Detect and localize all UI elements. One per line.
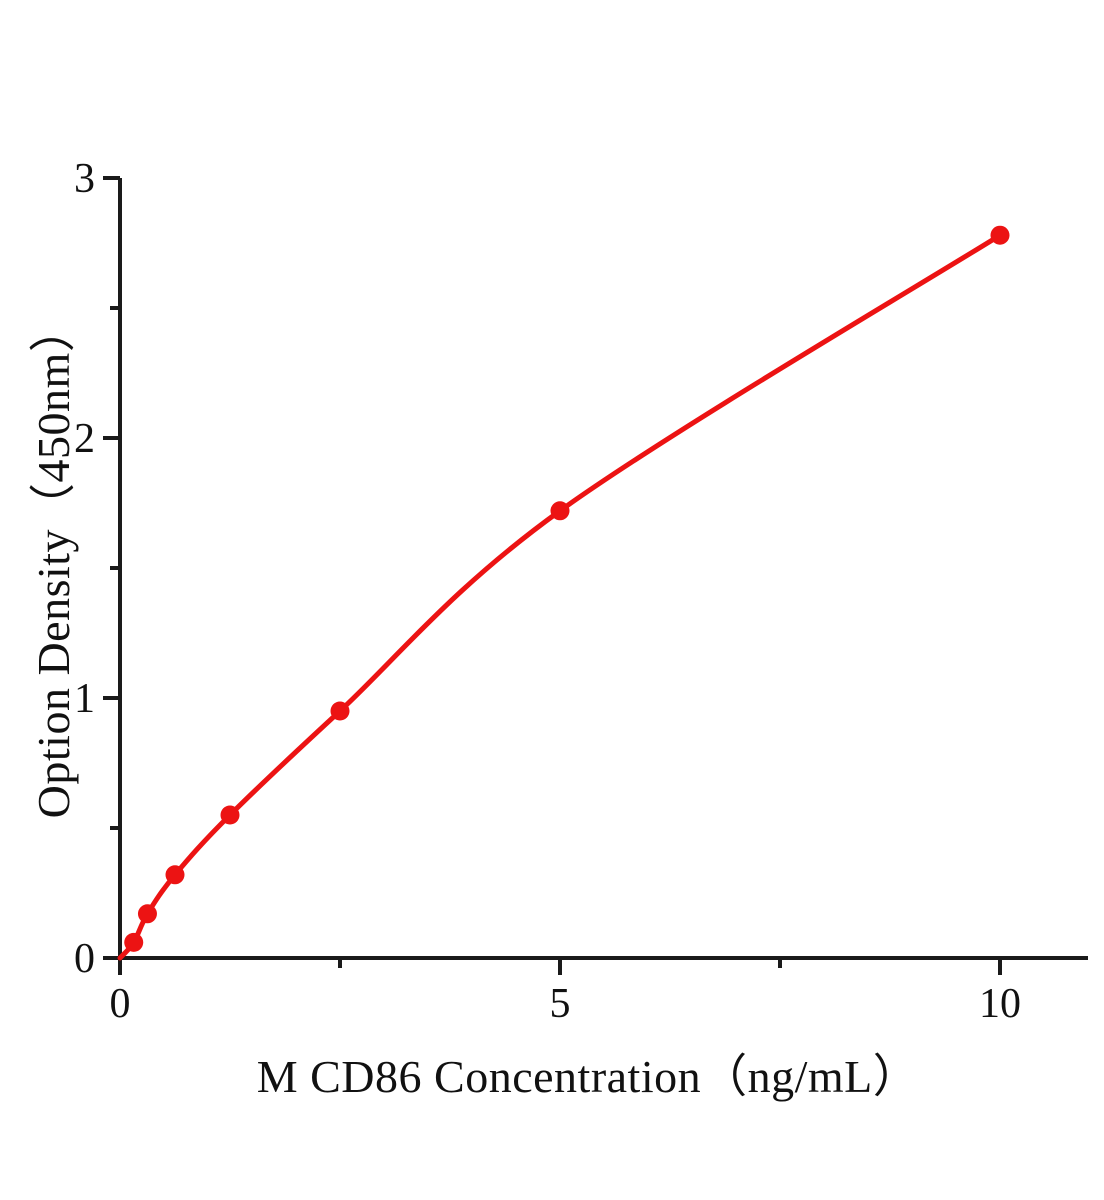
y-tick-label: 2 — [74, 416, 95, 462]
data-point — [220, 805, 240, 825]
data-point — [330, 701, 350, 721]
data-point — [165, 865, 185, 885]
data-point — [137, 904, 157, 924]
data-point — [990, 225, 1010, 245]
x-tick-label: 10 — [979, 981, 1021, 1027]
x-tick-label: 0 — [110, 981, 131, 1027]
x-axis-title: M CD86 Concentration（ng/mL） — [256, 1051, 920, 1102]
y-axis-title: Option Density（450nm） — [28, 305, 79, 819]
y-tick-label: 0 — [74, 936, 95, 982]
x-tick-label: 5 — [550, 981, 571, 1027]
fitted-curve — [117, 232, 1003, 961]
data-point — [550, 501, 570, 521]
data-point — [124, 932, 144, 952]
y-tick-label: 1 — [74, 676, 95, 722]
y-tick-label: 3 — [74, 156, 95, 202]
